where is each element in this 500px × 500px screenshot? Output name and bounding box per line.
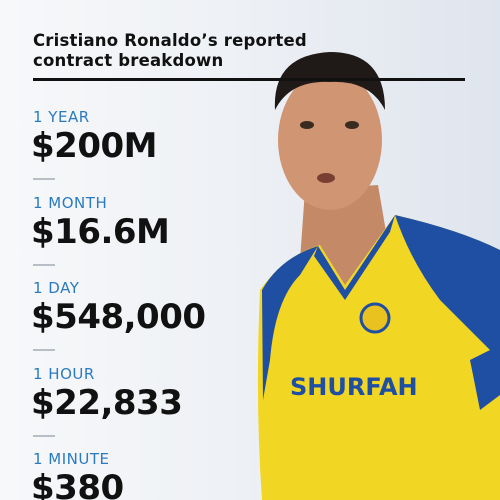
separator: [33, 349, 55, 351]
period-label: 1 HOUR: [33, 364, 95, 383]
separator: [33, 178, 55, 180]
period-label: 1 YEAR: [33, 108, 90, 126]
separator: [33, 434, 55, 437]
jersey-sponsor: SHURFAH: [290, 373, 418, 401]
separator: [33, 263, 55, 266]
title-line: contract breakdown: [33, 51, 224, 70]
period-label: 1 DAY: [33, 279, 80, 297]
amount-value: $200M: [31, 126, 157, 166]
amount-value: $22,833: [31, 382, 183, 423]
period-label: 1 MINUTE: [33, 450, 110, 468]
title-line: Cristiano Ronaldo’s reported: [33, 31, 307, 50]
period-label: 1 MONTH: [33, 193, 108, 212]
amount-value: $548,000: [31, 297, 206, 337]
amount-value: $380: [31, 468, 124, 500]
title-rule: [33, 78, 465, 81]
amount-value: $16.6M: [31, 211, 170, 252]
